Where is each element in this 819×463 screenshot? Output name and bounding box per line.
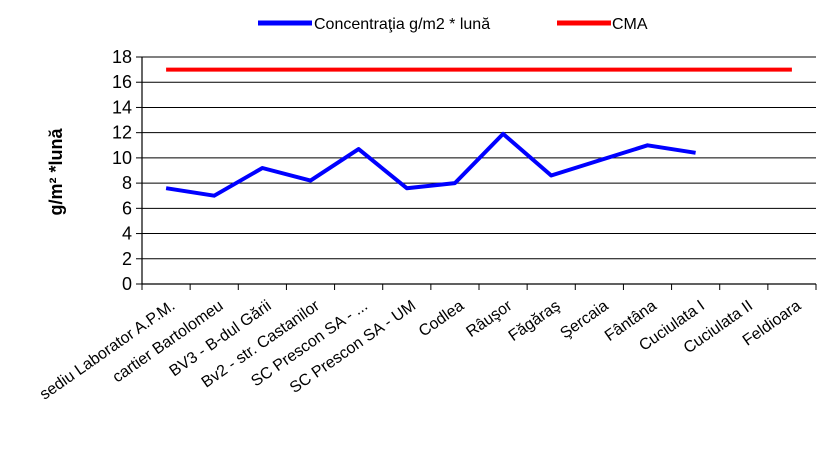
y-axis-label: g/m² *lună [46,128,66,216]
series-lines [165,67,792,198]
y-tick-labels: 0 2 4 6 8 10 12 14 16 18 [112,47,132,294]
y-tick-label: 8 [122,173,132,193]
y-tick-label: 2 [122,249,132,269]
x-tick-label: Codlea [416,297,467,340]
y-tick-label: 16 [112,72,132,92]
x-tick-label: Făgăraş [506,297,564,345]
x-tick-labels: sediu Laborator A.P.M.cartier Bartolomeu… [37,297,804,403]
y-tick-label: 10 [112,148,132,168]
legend: Concentraţia g/m2 * lună CMA [258,16,648,33]
gridlines [136,56,816,285]
y-tick-label: 6 [122,198,132,218]
legend-label: CMA [612,16,648,33]
axes [141,57,817,290]
y-tick-label: 18 [112,47,132,67]
y-tick-label: 12 [112,123,132,143]
y-tick-label: 14 [112,97,132,117]
legend-label: Concentraţia g/m2 * lună [314,16,490,33]
series-line-1 [165,131,696,198]
x-tick-label: Şercaia [557,297,611,342]
y-tick-label: 4 [122,224,132,244]
y-tick-label: 0 [122,274,132,294]
